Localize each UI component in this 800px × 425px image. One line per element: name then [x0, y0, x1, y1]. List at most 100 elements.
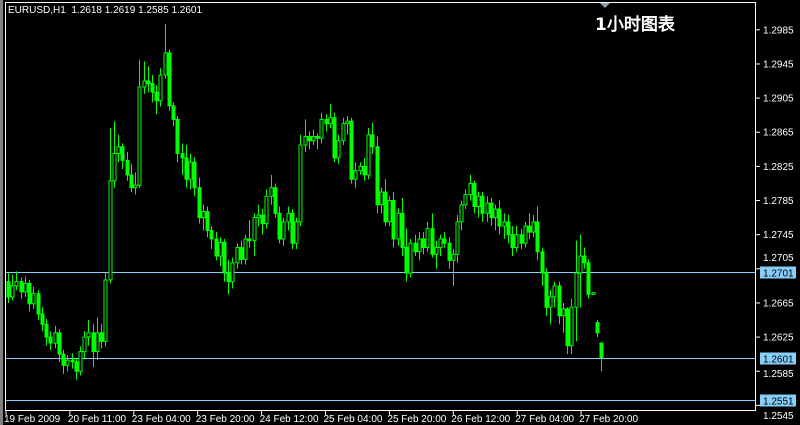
candle	[523, 221, 528, 248]
candle-body-bear	[260, 214, 265, 225]
candle	[14, 271, 19, 291]
candle	[171, 102, 176, 127]
candle	[451, 249, 456, 286]
candle-body-bull	[485, 202, 490, 214]
x-tick-label: 19 Feb 2009	[4, 414, 61, 425]
candle	[425, 221, 430, 252]
candle	[307, 131, 312, 150]
candle	[243, 234, 248, 265]
candle-body-bull	[438, 238, 443, 248]
x-tick-label: 27 Feb 20:00	[579, 414, 638, 425]
candle-body-bear	[527, 225, 532, 233]
candle	[218, 237, 223, 267]
candle	[226, 260, 231, 295]
candle	[247, 220, 252, 248]
candle	[514, 226, 519, 252]
candle	[286, 206, 291, 231]
x-tick-label: 23 Feb 04:00	[132, 414, 191, 425]
candle	[353, 162, 358, 188]
candle	[294, 217, 299, 250]
candle	[205, 206, 210, 238]
y-tick-label: 1.2745	[763, 230, 794, 241]
candle-body-bear	[74, 361, 79, 372]
candle	[362, 157, 367, 181]
candle	[531, 215, 536, 238]
y-tick-label: 1.2625	[763, 333, 794, 344]
candle-body-bull	[569, 306, 574, 347]
candle-body-bear	[404, 246, 409, 274]
price-label-bg	[760, 266, 796, 279]
y-tick-label: 1.2705	[763, 253, 794, 264]
candle-body-bear	[430, 228, 435, 255]
candle-body-bear	[214, 238, 219, 257]
symbol-label: EURUSD,H1	[8, 5, 66, 16]
y-tick-label: 1.2905	[763, 94, 794, 105]
candle	[569, 298, 574, 355]
candle-body-bear	[315, 136, 320, 139]
candle	[544, 267, 549, 316]
candle-body-bear	[565, 308, 570, 347]
candle	[23, 276, 28, 297]
candle	[557, 281, 562, 325]
candle-body-bull	[311, 136, 316, 142]
candle-body-bear	[447, 242, 452, 261]
candle-body-bull	[31, 293, 36, 305]
y-tick-label: 1.2665	[763, 298, 794, 309]
x-tick-label: 20 Feb 11:00	[68, 414, 127, 425]
candle-body-bear	[510, 234, 515, 248]
candle-body-bull	[514, 234, 519, 248]
candle-body-bear	[595, 322, 600, 334]
ohlc-readout: 1.2618 1.2619 1.2585 1.2601	[71, 5, 203, 16]
candle-body-bull	[86, 332, 91, 338]
candle-body-bear	[120, 146, 125, 161]
left-edge	[0, 0, 3, 425]
candle-body-bull	[341, 123, 346, 142]
candle	[468, 174, 473, 201]
candle	[502, 213, 507, 239]
candle	[455, 215, 460, 263]
candle-body-bear	[557, 285, 562, 317]
trade-marker-icon[interactable]	[600, 3, 610, 8]
candle-body-bull	[459, 204, 464, 223]
candle-body-bear	[391, 200, 396, 240]
x-tick-label: 25 Feb 20:00	[387, 414, 446, 425]
candle-body-bull	[451, 253, 456, 261]
candle	[391, 191, 396, 248]
candle-body-bull	[455, 221, 460, 255]
candle-body-bear	[150, 83, 155, 93]
candle	[315, 133, 320, 150]
candle-body-bear	[472, 182, 477, 208]
candle	[438, 234, 443, 257]
candle-body-bear	[175, 118, 180, 155]
candle-body-bear	[307, 136, 312, 142]
candle	[264, 189, 269, 229]
candle	[413, 234, 418, 257]
candle	[417, 232, 422, 261]
candle	[281, 217, 286, 246]
candle-body-bull	[142, 80, 147, 88]
candle	[167, 49, 172, 111]
candle	[133, 172, 138, 195]
candle-body-bull	[108, 180, 113, 281]
candle	[61, 349, 66, 374]
candle-body-bull	[133, 184, 138, 189]
candle-body-bear	[48, 336, 53, 344]
candle-body-bull	[345, 120, 350, 125]
candle-body-bull	[434, 246, 439, 255]
x-tick-label: 27 Feb 04:00	[515, 414, 574, 425]
candle-body-bear	[519, 234, 524, 244]
candle-body-bull	[336, 140, 341, 159]
candle-body-bull	[425, 228, 430, 248]
candle-body-bear	[129, 174, 134, 189]
candle	[19, 277, 24, 299]
candle-body-bull	[463, 194, 468, 206]
candle-body-bull	[353, 170, 358, 180]
candle	[209, 226, 214, 250]
candle	[214, 232, 219, 261]
candle	[561, 302, 566, 333]
candle	[535, 206, 540, 261]
candle	[510, 226, 515, 257]
candle-body-bull	[552, 285, 557, 298]
candle-body-bull	[591, 292, 596, 295]
